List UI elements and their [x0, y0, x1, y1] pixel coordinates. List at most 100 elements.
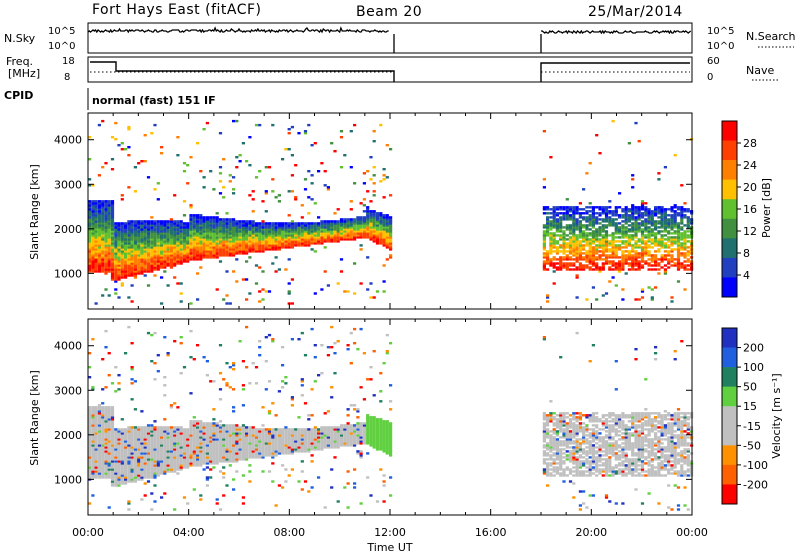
heatmap-cell	[88, 254, 92, 257]
heatmap-cell	[160, 444, 164, 447]
heatmap-cell	[143, 264, 147, 267]
heatmap-cell	[153, 468, 157, 471]
heatmap-cell	[166, 460, 170, 463]
heatmap-cell	[663, 246, 667, 249]
heatmap-cell	[552, 234, 556, 237]
heatmap-cell	[317, 242, 321, 245]
heatmap-cell	[160, 238, 164, 241]
heatmap-cell	[562, 232, 566, 235]
heatmap-cell	[160, 276, 164, 279]
heatmap-cell	[114, 244, 118, 247]
heatmap-cell	[261, 470, 265, 473]
heatmap-cell	[585, 212, 589, 215]
heatmap-cell	[245, 325, 249, 329]
heatmap-cell	[127, 230, 131, 233]
heatmap-cell	[614, 214, 618, 217]
heatmap-cell	[369, 214, 373, 217]
heatmap-cell	[196, 244, 200, 247]
heatmap-cell	[160, 442, 164, 445]
heatmap-cell	[591, 212, 595, 215]
heatmap-cell	[676, 236, 681, 239]
heatmap-cell	[173, 236, 177, 239]
heatmap-cell	[287, 444, 291, 447]
heatmap-cell	[542, 208, 546, 211]
heatmap-cell	[353, 238, 357, 241]
heatmap-cell	[176, 254, 180, 257]
heatmap-cell	[130, 476, 134, 479]
heatmap-cell	[274, 196, 278, 199]
heatmap-cell	[552, 246, 556, 249]
heatmap-cell	[104, 418, 108, 421]
heatmap-cell	[604, 208, 609, 211]
heatmap-cell	[150, 262, 154, 265]
heatmap-cell	[143, 472, 147, 475]
heatmap-cell	[205, 226, 209, 229]
heatmap-cell	[179, 220, 183, 223]
heatmap-cell	[140, 476, 144, 479]
heatmap-cell	[572, 232, 576, 235]
heatmap-cell	[591, 218, 595, 221]
heatmap-cell	[104, 224, 108, 227]
heatmap-cell	[591, 262, 595, 265]
heatmap-cell	[97, 450, 101, 453]
heatmap-cell	[356, 224, 360, 227]
heatmap-cell	[366, 210, 370, 213]
heatmap-cell	[94, 462, 98, 465]
heatmap-cell	[160, 226, 164, 229]
heatmap-cell	[97, 420, 101, 423]
heatmap-cell	[287, 240, 291, 243]
heatmap-cell	[169, 254, 173, 257]
heatmap-cell	[97, 434, 101, 437]
heatmap-cell	[173, 458, 177, 461]
heatmap-cell	[120, 436, 124, 439]
heatmap-cell	[199, 220, 203, 223]
heatmap-cell	[369, 178, 373, 181]
heatmap-cell	[153, 268, 157, 271]
heatmap-cell	[588, 210, 592, 213]
heatmap-cell	[333, 228, 337, 231]
heatmap-cell	[254, 123, 259, 127]
heatmap-cell	[209, 424, 213, 427]
heatmap-cell	[366, 212, 370, 215]
heatmap-cell	[176, 450, 180, 453]
heatmap-cell	[578, 220, 582, 223]
heatmap-cell	[683, 288, 687, 291]
heatmap-cell	[153, 446, 157, 449]
heatmap-cell	[182, 244, 187, 247]
heatmap-cell	[117, 454, 121, 457]
heatmap-cell	[137, 226, 141, 229]
heatmap-cell	[117, 374, 121, 377]
heatmap-cell	[323, 230, 327, 233]
heatmap-cell	[166, 264, 170, 267]
heatmap-cell	[356, 226, 360, 229]
heatmap-cell	[369, 212, 373, 215]
heatmap-cell	[604, 216, 609, 219]
heatmap-cell	[205, 254, 209, 257]
heatmap-cell	[621, 260, 625, 263]
heatmap-cell	[104, 266, 108, 269]
heatmap-cell	[542, 186, 546, 189]
heatmap-cell	[110, 438, 115, 441]
heatmap-cell	[88, 446, 92, 449]
heatmap-cell	[156, 426, 160, 429]
heatmap-cell	[673, 206, 677, 209]
heatmap-cell	[382, 168, 386, 171]
heatmap-cell	[634, 264, 638, 267]
heatmap-cell	[189, 204, 193, 207]
heatmap-cell	[251, 434, 255, 437]
heatmap-cell	[631, 178, 635, 181]
heatmap-cell	[248, 436, 252, 439]
heatmap-cell	[614, 252, 618, 255]
heatmap-cell	[156, 266, 160, 269]
heatmap-cell	[634, 234, 638, 237]
heatmap-cell	[140, 430, 144, 433]
heatmap-cell	[186, 164, 190, 167]
heatmap-cell	[261, 226, 265, 229]
heatmap-cell	[310, 236, 314, 239]
heatmap-cell	[101, 418, 105, 421]
heatmap-cell	[150, 454, 154, 457]
heatmap-cell	[182, 442, 187, 445]
heatmap-cell	[385, 228, 389, 231]
heatmap-cell	[117, 296, 121, 299]
heatmap-cell	[143, 466, 147, 469]
